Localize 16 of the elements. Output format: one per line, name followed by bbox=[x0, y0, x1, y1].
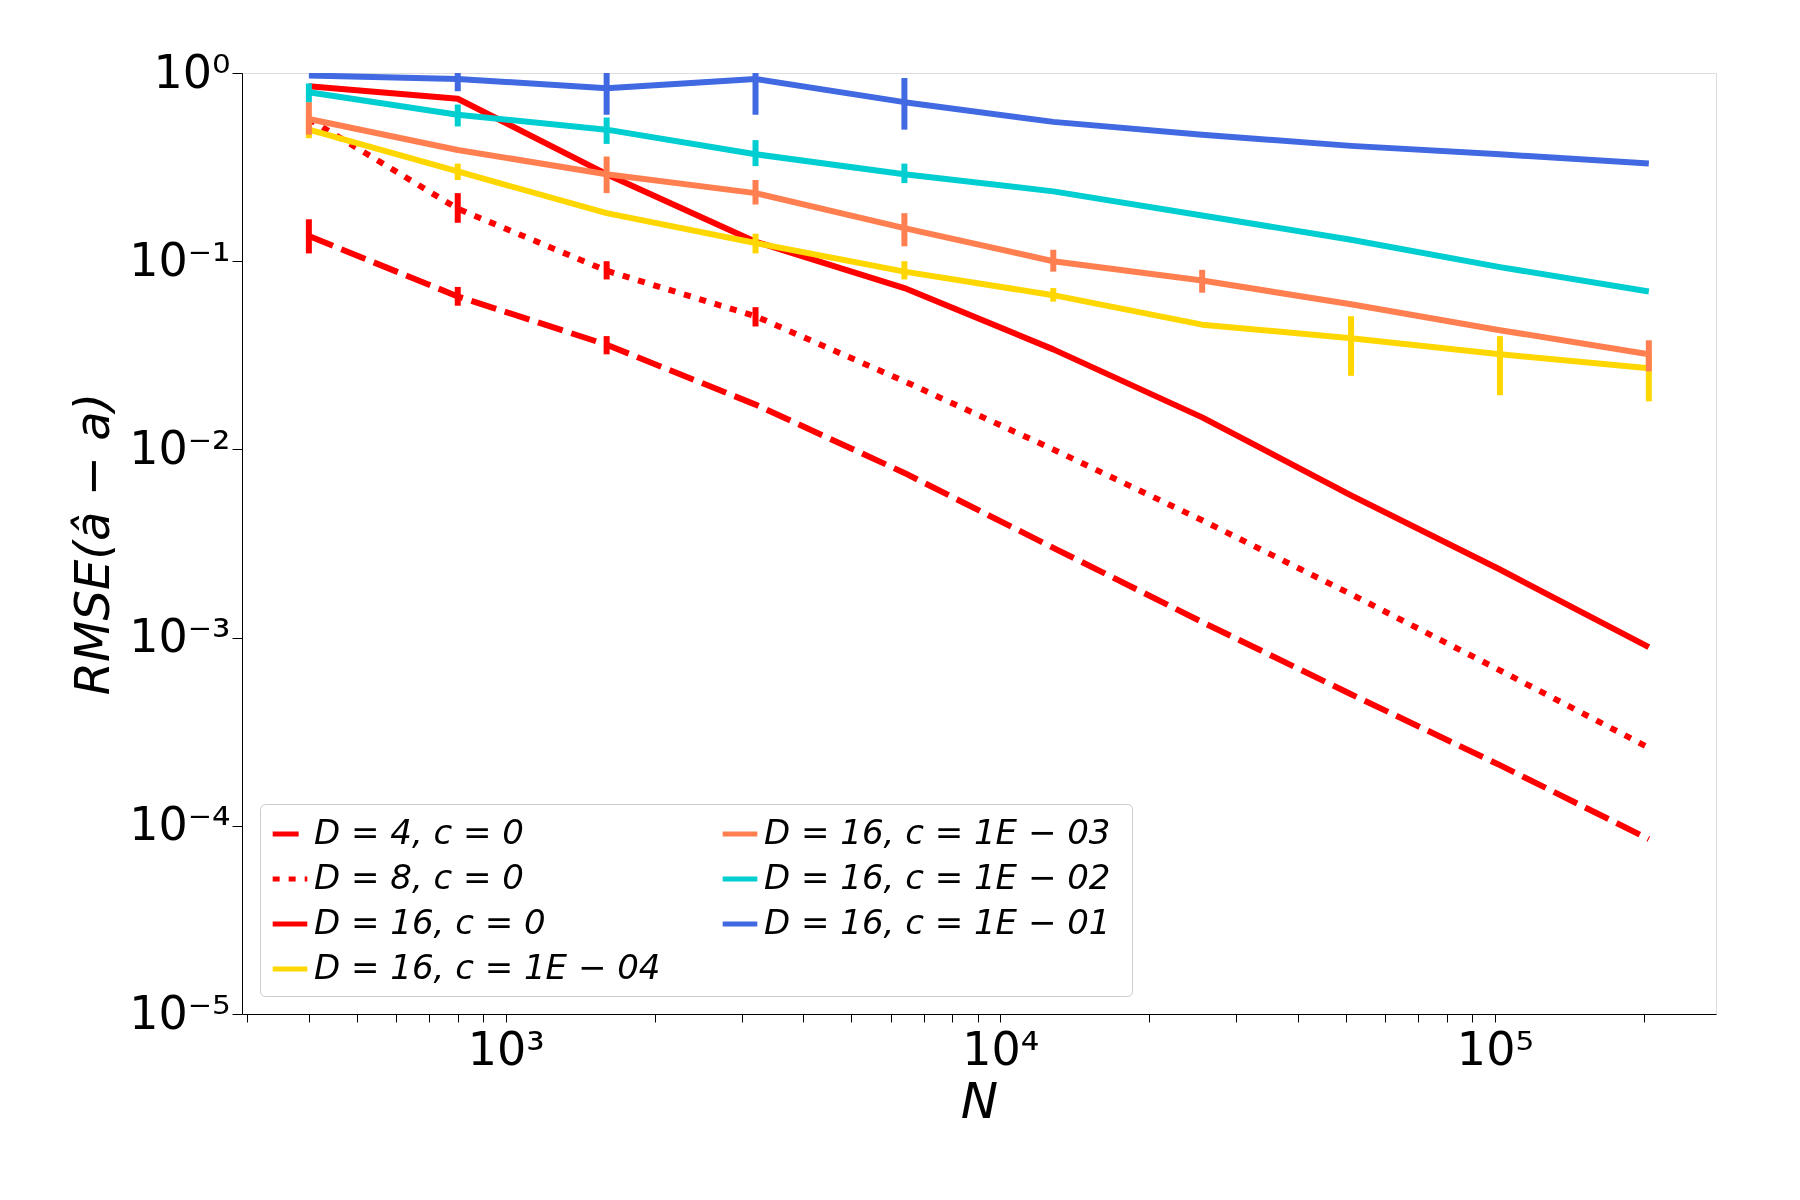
legend-label: D = 16, c = 1E − 04 bbox=[314, 947, 661, 987]
y-tick-label: 10⁰ bbox=[153, 44, 231, 99]
y-tick-label: 10⁻³ bbox=[129, 609, 231, 664]
y-tick-label: 10⁻² bbox=[129, 420, 231, 475]
y-axis-title: RMSE(â − a) bbox=[64, 392, 121, 696]
y-tick-label: 10⁻⁵ bbox=[129, 985, 231, 1040]
x-tick-label: 10³ bbox=[467, 1021, 545, 1076]
x-tick-label: 10⁵ bbox=[1456, 1021, 1534, 1076]
y-tick-label: 10⁻⁴ bbox=[129, 797, 231, 852]
legend-label: D = 16, c = 1E − 01 bbox=[764, 902, 1111, 942]
y-tick-label: 10⁻¹ bbox=[129, 232, 231, 287]
legend-label: D = 4, c = 0 bbox=[314, 812, 524, 852]
legend-label: D = 8, c = 0 bbox=[314, 857, 524, 897]
legend-label: D = 16, c = 1E − 03 bbox=[764, 812, 1111, 852]
legend-label: D = 16, c = 1E − 02 bbox=[764, 857, 1111, 897]
legend-label: D = 16, c = 0 bbox=[314, 902, 546, 942]
